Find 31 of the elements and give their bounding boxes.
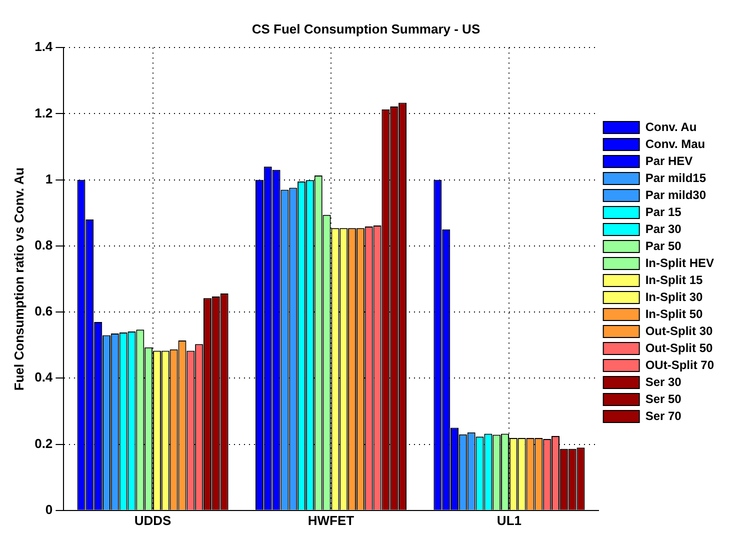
legend-label: Par 30 bbox=[645, 222, 682, 236]
y-tick-label: 0.8 bbox=[34, 238, 53, 253]
legend-label: Par mild15 bbox=[645, 170, 706, 185]
legend-label: Par mild30 bbox=[645, 188, 706, 202]
chart-title: CS Fuel Consumption Summary - US bbox=[252, 21, 480, 36]
y-tick-label: 1.2 bbox=[34, 105, 53, 120]
legend-label: Ser 50 bbox=[645, 392, 682, 406]
x-tick-label: UL1 bbox=[496, 512, 522, 528]
legend-label: Ser 70 bbox=[645, 408, 682, 423]
legend-label: Ser 30 bbox=[645, 374, 682, 389]
legend-label: In-Split HEV bbox=[645, 256, 714, 270]
legend-label: In-Split 15 bbox=[645, 272, 703, 287]
legend-label: Out-Split 30 bbox=[645, 324, 713, 338]
y-tick-label: 0.6 bbox=[34, 304, 53, 319]
x-tick-label: UDDS bbox=[134, 512, 172, 528]
legend-label: Par 50 bbox=[645, 238, 682, 253]
legend-label: In-Split 50 bbox=[645, 306, 703, 321]
legend-label: Par 15 bbox=[645, 204, 682, 219]
y-tick-label: 1 bbox=[45, 171, 53, 186]
y-axis-title: Fuel Consumption ratio vs Conv. Au bbox=[11, 167, 26, 391]
y-tick-label: 0.2 bbox=[34, 436, 53, 451]
y-tick-label: 0 bbox=[45, 502, 53, 517]
legend-label: Conv. Au bbox=[645, 120, 697, 134]
legend-label: Conv. Mau bbox=[645, 136, 706, 151]
x-tick-label: HWFET bbox=[308, 512, 354, 528]
y-tick-label: 0.4 bbox=[34, 370, 54, 385]
legend-label: In-Split 30 bbox=[645, 290, 703, 304]
y-tick-label: 1.4 bbox=[34, 39, 54, 54]
legend-label: Par HEV bbox=[645, 154, 693, 168]
legend-label: Out-Split 50 bbox=[645, 340, 713, 355]
legend-label: OUt-Split 70 bbox=[645, 358, 714, 372]
